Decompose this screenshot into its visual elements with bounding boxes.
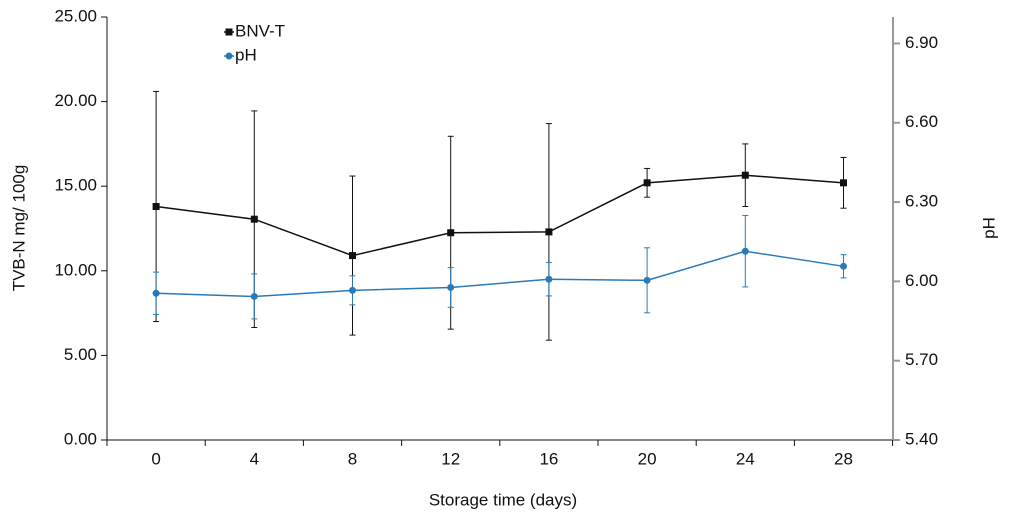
point: [643, 179, 651, 187]
point: [545, 275, 553, 283]
point: [152, 289, 160, 297]
y2-axis-label: pH: [979, 217, 998, 239]
y-tick-label: 0.00: [64, 429, 97, 448]
x-tick-label: 12: [441, 449, 460, 468]
point: [447, 229, 455, 237]
point: [349, 252, 356, 260]
legend-marker: [225, 52, 233, 60]
x-tick-label: 16: [539, 449, 558, 468]
y2-tick-label: 6.30: [905, 192, 938, 211]
y2-tick-label: 5.40: [905, 429, 938, 448]
x-tick-label: 0: [151, 449, 160, 468]
y-tick-label: 5.00: [64, 345, 97, 364]
point: [741, 247, 749, 255]
series-line: [156, 250, 844, 298]
point: [250, 292, 258, 300]
legend-label: BNV-T: [235, 21, 285, 40]
point: [250, 215, 258, 223]
series-line: [156, 174, 844, 257]
point: [741, 171, 749, 179]
legend-label: pH: [235, 45, 257, 64]
x-tick-label: 24: [736, 449, 755, 468]
point: [349, 286, 356, 294]
x-axis-label: Storage time (days): [429, 490, 577, 509]
y-tick-label: 20.00: [54, 91, 97, 110]
x-tick-label: 8: [348, 449, 357, 468]
x-tick-label: 20: [638, 449, 657, 468]
point: [643, 276, 651, 284]
x-tick-label: 28: [834, 449, 853, 468]
y2-tick-label: 6.00: [905, 271, 938, 290]
point: [840, 262, 847, 270]
x-tick-label: 4: [250, 449, 259, 468]
y-tick-label: 25.00: [54, 6, 97, 25]
y-tick-label: 15.00: [54, 176, 97, 195]
y-axis-label: TVB-N mg/ 100g: [9, 165, 28, 292]
legend-marker: [225, 28, 233, 36]
point: [545, 228, 553, 236]
point: [447, 283, 455, 291]
point: [152, 203, 160, 211]
y2-tick-label: 5.70: [905, 350, 938, 369]
y2-tick-label: 6.60: [905, 112, 938, 131]
y-tick-label: 10.00: [54, 260, 97, 279]
y2-tick-label: 6.90: [905, 33, 938, 52]
point: [840, 179, 847, 187]
